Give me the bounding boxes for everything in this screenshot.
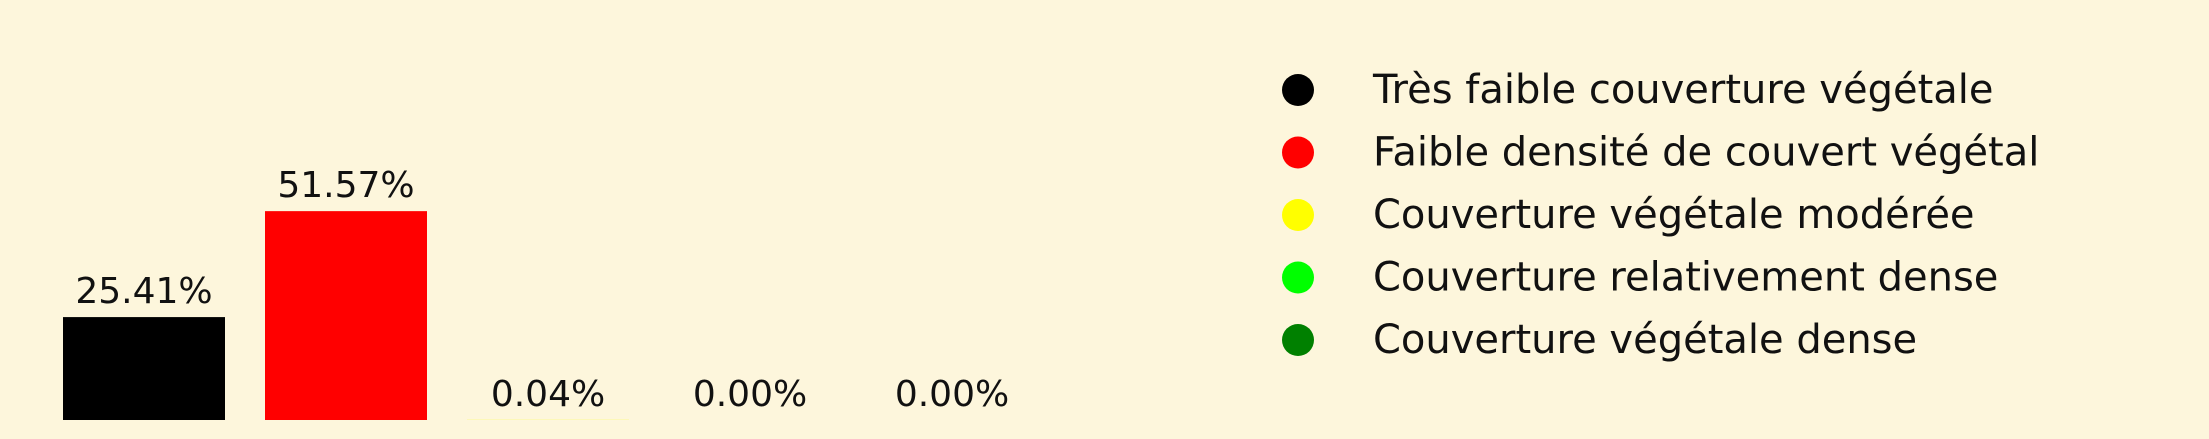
- legend-label-4: Couverture relativement dense: [1373, 255, 1998, 301]
- legend: Très faible couverture végétale Faible de…: [1282, 67, 2039, 363]
- legend-marker-3: [1282, 199, 1314, 231]
- legend-marker-5: [1282, 324, 1314, 356]
- legend-label-2: Faible densité de couvert végétal: [1373, 130, 2039, 176]
- legend-marker-2: [1282, 137, 1314, 169]
- value-label-3: 0.04%: [491, 374, 605, 415]
- legend-label-3: Couverture végétale modérée: [1373, 192, 1975, 238]
- value-label-4: 0.00%: [693, 374, 807, 415]
- legend-label-5: Couverture végétale dense: [1373, 317, 1917, 363]
- value-label-5: 0.00%: [895, 374, 1009, 415]
- legend-label-1: Très faible couverture végétale: [1372, 67, 1994, 113]
- legend-marker-4: [1282, 262, 1314, 294]
- value-label-1: 25.41%: [75, 271, 212, 312]
- legend-marker-1: [1282, 74, 1314, 106]
- bar-2: [265, 211, 427, 420]
- value-label-2: 51.57%: [277, 165, 414, 206]
- bar-1: [63, 317, 225, 420]
